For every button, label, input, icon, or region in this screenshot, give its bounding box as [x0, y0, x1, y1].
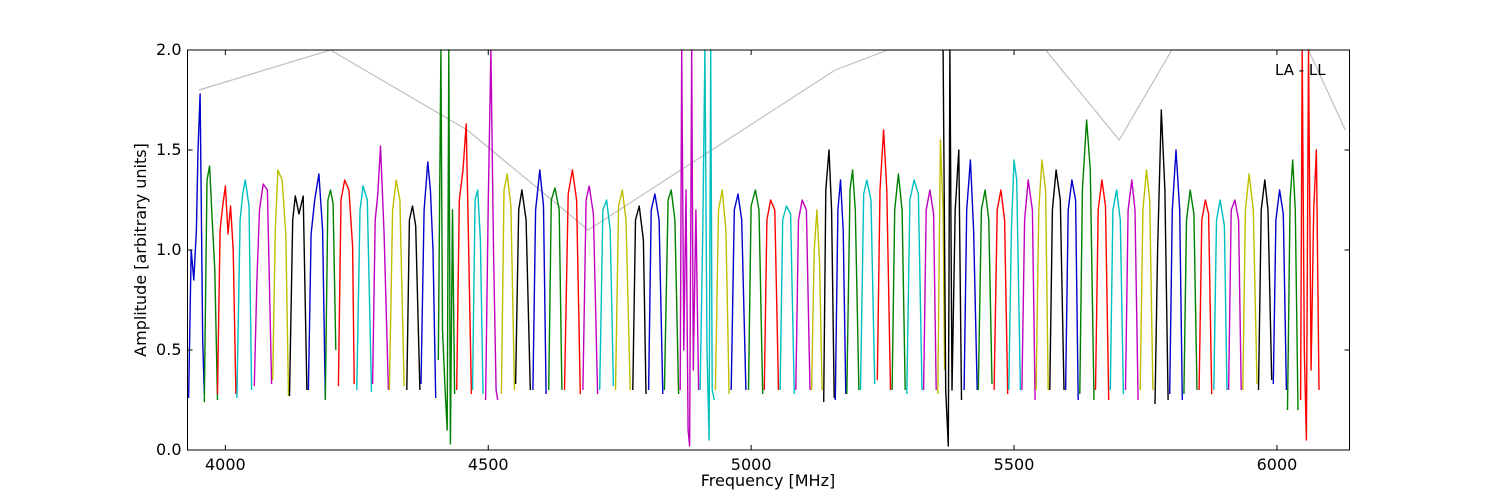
series-line	[456, 123, 473, 395]
series-line	[699, 49, 715, 441]
series-line	[1008, 159, 1022, 391]
series-line	[876, 129, 892, 391]
series-line	[679, 49, 700, 447]
series-line	[388, 179, 405, 391]
series-line	[187, 93, 205, 399]
y-tick-label: 1.5	[156, 140, 181, 159]
series-line	[1154, 109, 1169, 405]
series-line	[942, 49, 963, 447]
series-line	[859, 179, 876, 391]
series-line	[406, 205, 421, 391]
y-tick-label: 2.0	[156, 40, 181, 59]
series-line	[977, 189, 993, 391]
series-line	[1227, 199, 1242, 391]
series-line	[532, 169, 547, 395]
series-line	[1272, 189, 1288, 391]
y-tick-label: 0.5	[156, 340, 181, 359]
series-line	[324, 189, 337, 401]
x-tick-label: 5500	[994, 455, 1035, 474]
series-line	[614, 189, 631, 391]
series-line	[663, 189, 680, 395]
series-layer	[187, 49, 1346, 447]
x-tick-label: 4000	[205, 455, 246, 474]
series-line	[216, 185, 237, 395]
series-line	[906, 179, 923, 395]
series-line	[437, 49, 456, 445]
series-line	[834, 179, 847, 401]
tick-layer: 4000 4500 5000 5500 6000 0.0 0.5 1.0 1.5 2.0	[156, 40, 1350, 474]
series-line	[823, 149, 835, 403]
series-line	[548, 187, 563, 391]
series-line	[514, 189, 531, 391]
x-tick-label: 4500	[468, 455, 509, 474]
series-line	[1257, 179, 1273, 391]
series-line	[763, 199, 780, 391]
x-axis-label: Frequency [MHz]	[701, 471, 835, 490]
series-line	[922, 189, 937, 391]
series-line	[1021, 179, 1036, 401]
series-line	[779, 205, 795, 395]
series-line	[582, 185, 599, 395]
series-line	[795, 199, 811, 391]
plot-area	[187, 49, 1350, 451]
y-tick-label: 1.0	[156, 240, 181, 259]
x-tick-label: 6000	[1257, 455, 1298, 474]
series-line	[272, 169, 290, 397]
series-line	[288, 195, 308, 397]
series-line	[500, 173, 516, 395]
series-line	[993, 189, 1009, 395]
series-line	[1124, 179, 1139, 401]
series-line	[1079, 119, 1095, 401]
series-line	[1109, 189, 1125, 395]
series-line	[747, 189, 764, 395]
series-line	[714, 189, 730, 395]
plot-background	[187, 50, 1350, 450]
series-line	[846, 169, 860, 395]
series-line	[810, 209, 823, 391]
series-line	[307, 173, 326, 397]
series-line	[236, 179, 253, 399]
series-line	[1035, 159, 1049, 391]
series-line	[203, 165, 219, 403]
series-line	[937, 139, 946, 395]
series-line	[1094, 179, 1110, 401]
series-line	[1049, 169, 1065, 391]
series-line	[1139, 169, 1154, 391]
series-line	[632, 205, 647, 395]
x-tick-label: 5000	[731, 455, 772, 474]
series-line	[1198, 199, 1213, 395]
series-line	[356, 185, 373, 393]
y-tick-label: 0.0	[156, 440, 181, 459]
series-line	[371, 145, 390, 391]
series-line	[730, 193, 747, 391]
series-line	[337, 179, 355, 387]
series-line	[420, 161, 437, 399]
series-line	[1169, 149, 1183, 401]
series-line	[1183, 189, 1198, 395]
series-line	[253, 183, 273, 387]
annotation-label: LA - LL	[1275, 61, 1326, 79]
series-line	[563, 169, 581, 395]
series-line	[1242, 173, 1258, 391]
series-line	[471, 189, 484, 395]
series-line	[1213, 199, 1228, 391]
series-line	[1064, 179, 1079, 401]
series-line	[963, 159, 978, 391]
y-axis-label: Amplitude [arbitrary units]	[131, 143, 150, 357]
series-line	[1286, 159, 1299, 411]
series-line	[891, 173, 906, 391]
series-line	[484, 49, 499, 401]
series-line	[647, 193, 664, 395]
series-line	[599, 199, 615, 391]
